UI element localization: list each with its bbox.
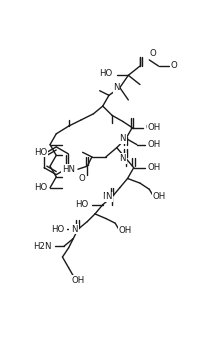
Text: N: N: [120, 154, 126, 163]
Text: OH: OH: [118, 226, 132, 235]
Text: OH: OH: [145, 123, 159, 132]
Text: OH: OH: [72, 276, 85, 285]
Text: HO: HO: [76, 200, 89, 209]
Text: H2N: H2N: [33, 242, 52, 251]
Text: HO: HO: [34, 148, 47, 157]
Text: N: N: [112, 82, 118, 91]
Text: O: O: [79, 174, 86, 183]
Text: O: O: [171, 61, 178, 70]
Text: N: N: [113, 83, 120, 92]
Text: OH: OH: [148, 140, 161, 149]
Text: N: N: [106, 193, 112, 202]
Text: N: N: [72, 225, 78, 234]
Text: OH: OH: [148, 163, 161, 172]
Text: HN: HN: [62, 165, 75, 174]
Text: N: N: [102, 193, 109, 202]
Text: N: N: [118, 154, 124, 163]
Text: HO: HO: [34, 183, 47, 192]
Text: HO: HO: [51, 225, 64, 234]
Text: N: N: [70, 225, 76, 234]
Text: HO: HO: [100, 69, 113, 78]
Text: O: O: [149, 49, 156, 58]
Text: N: N: [118, 134, 124, 143]
Text: OH: OH: [152, 193, 166, 202]
Text: OH: OH: [148, 123, 161, 132]
Text: N: N: [120, 134, 126, 143]
